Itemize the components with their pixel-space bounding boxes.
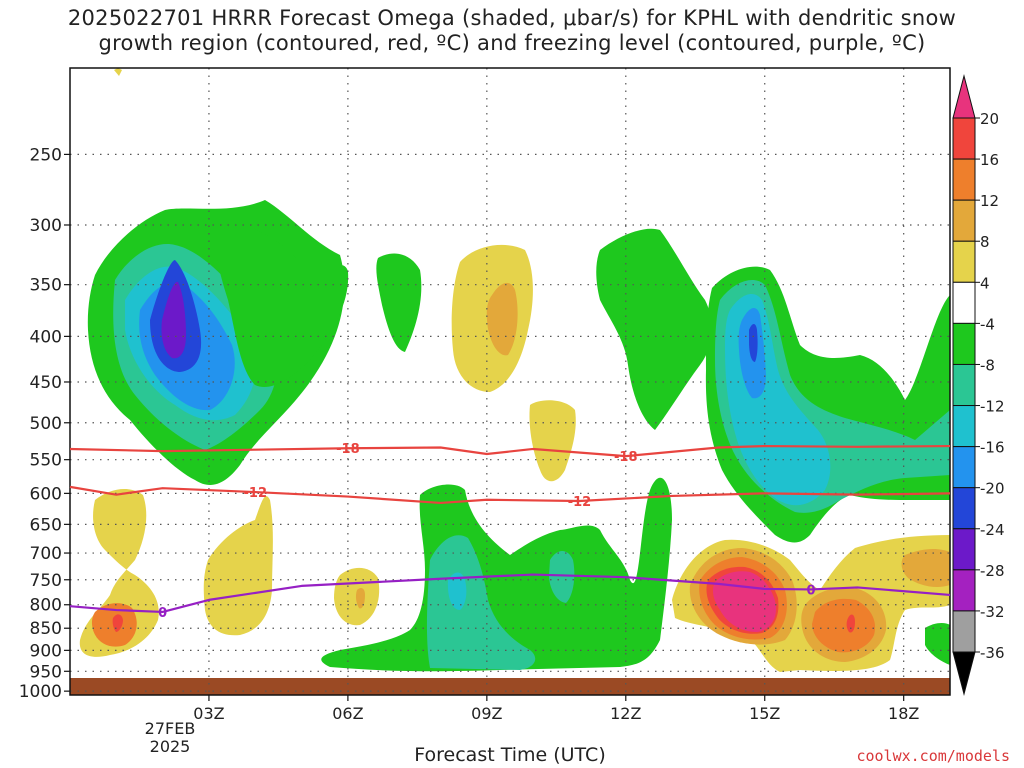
date-label: 27FEB 2025 <box>144 719 196 756</box>
colorbar-label: -12 <box>980 398 1005 416</box>
shade-green <box>925 623 950 665</box>
shade-magenta <box>712 571 777 632</box>
x-tick-label: 15Z <box>749 704 780 723</box>
contour-label: 0 <box>807 583 816 598</box>
y-tick-label: 950 <box>30 662 62 682</box>
shade-orange <box>901 548 950 588</box>
x-tick-label: 03Z <box>193 704 224 723</box>
shade-green <box>321 477 672 672</box>
shade-teal <box>549 551 575 603</box>
colorbar-swatch <box>952 363 976 407</box>
shade-orange <box>486 282 518 356</box>
shade-darkblue <box>749 324 758 362</box>
colorbar-label: 8 <box>980 233 990 251</box>
colorbar-label: -16 <box>980 439 1005 457</box>
colorbar-label: -32 <box>980 603 1005 621</box>
y-tick-label: 1000 <box>19 682 62 702</box>
colorbar-swatch <box>952 322 976 365</box>
colorbar-label: -24 <box>980 521 1005 539</box>
colorbar-label: 20 <box>980 110 999 128</box>
y-tick-label: 600 <box>30 484 62 504</box>
colorbar-swatch <box>952 446 976 489</box>
y-tick-label: 250 <box>30 145 62 165</box>
colorbar-swatch <box>952 199 976 242</box>
x-tick-label: 12Z <box>610 704 641 723</box>
y-tick-label: 900 <box>30 641 62 661</box>
shade-orange <box>355 587 365 609</box>
shade-yellow <box>203 496 273 636</box>
contour-label: -18 <box>614 450 638 465</box>
colorbar-label: -20 <box>980 480 1005 498</box>
contour-label: -12 <box>244 486 268 501</box>
y-tick-label: 450 <box>30 373 62 393</box>
shade-green <box>596 228 712 430</box>
y-tick-label: 300 <box>30 216 62 236</box>
colorbar-label: -8 <box>980 356 995 374</box>
x-tick-label: 18Z <box>888 704 919 723</box>
shade-cyan <box>447 572 467 610</box>
axes: 2503003504004505005506006507007508008509… <box>19 145 920 723</box>
colorbar-swatch <box>952 281 976 324</box>
contour--12 <box>69 485 951 505</box>
y-tick-label: 350 <box>30 276 62 296</box>
contour-label: -18 <box>336 442 360 457</box>
chart-title: 2025022701 HRRR Forecast Omega (shaded, … <box>67 6 957 55</box>
colorbar: 20 16 12 8 4 -4 -8 -12 -16 -20 -24 -28 -32 -36 <box>952 74 1005 696</box>
colorbar-swatch <box>952 610 976 653</box>
colorbar-label: -4 <box>980 315 995 333</box>
colorbar-label: 12 <box>980 192 999 210</box>
y-tick-label: 650 <box>30 515 62 535</box>
omega-shading <box>79 68 950 672</box>
colorbar-label: 16 <box>980 151 999 169</box>
x-axis-label: Forecast Time (UTC) <box>414 744 606 766</box>
shade-red <box>846 614 855 633</box>
shade-yellow <box>114 68 122 76</box>
y-tick-label: 400 <box>30 327 62 347</box>
shade-green <box>215 224 349 388</box>
shade-purple <box>161 281 186 359</box>
colorbar-swatch <box>952 240 976 283</box>
y-tick-label: 800 <box>30 596 62 616</box>
contour-0 <box>69 573 951 614</box>
shade-red <box>112 614 123 632</box>
colorbar-swatch <box>952 117 976 160</box>
y-tick-label: 550 <box>30 451 62 471</box>
colorbar-label: -28 <box>980 562 1005 580</box>
y-tick-label: 700 <box>30 544 62 564</box>
contour-label: -12 <box>568 495 592 510</box>
colorbar-label: 4 <box>980 274 990 292</box>
colorbar-label: -36 <box>980 644 1005 662</box>
colorbar-swatch <box>952 569 976 612</box>
contour--18 <box>69 444 951 458</box>
ground-strip <box>70 678 950 695</box>
shade-teal <box>426 535 536 670</box>
shade-green <box>376 253 422 352</box>
colorbar-swatch <box>952 487 976 530</box>
x-tick-label: 06Z <box>332 704 363 723</box>
colorbar-swatch <box>952 405 976 448</box>
colorbar-swatch <box>952 528 976 571</box>
y-tick-label: 750 <box>30 571 62 591</box>
colorbar-bottom-arrow <box>952 651 976 696</box>
shade-yellow <box>529 400 576 482</box>
colorbar-swatch <box>952 158 976 201</box>
y-tick-label: 500 <box>30 414 62 434</box>
colorbar-top-arrow <box>952 74 976 119</box>
credit-link[interactable]: coolwx.com/models <box>856 747 1010 765</box>
shade-orange <box>812 598 876 653</box>
contour-label: 0 <box>158 606 167 621</box>
contour-lines: -18 -18 -12 -12 0 0 <box>69 442 951 621</box>
y-tick-label: 850 <box>30 619 62 639</box>
x-tick-label: 09Z <box>471 704 502 723</box>
